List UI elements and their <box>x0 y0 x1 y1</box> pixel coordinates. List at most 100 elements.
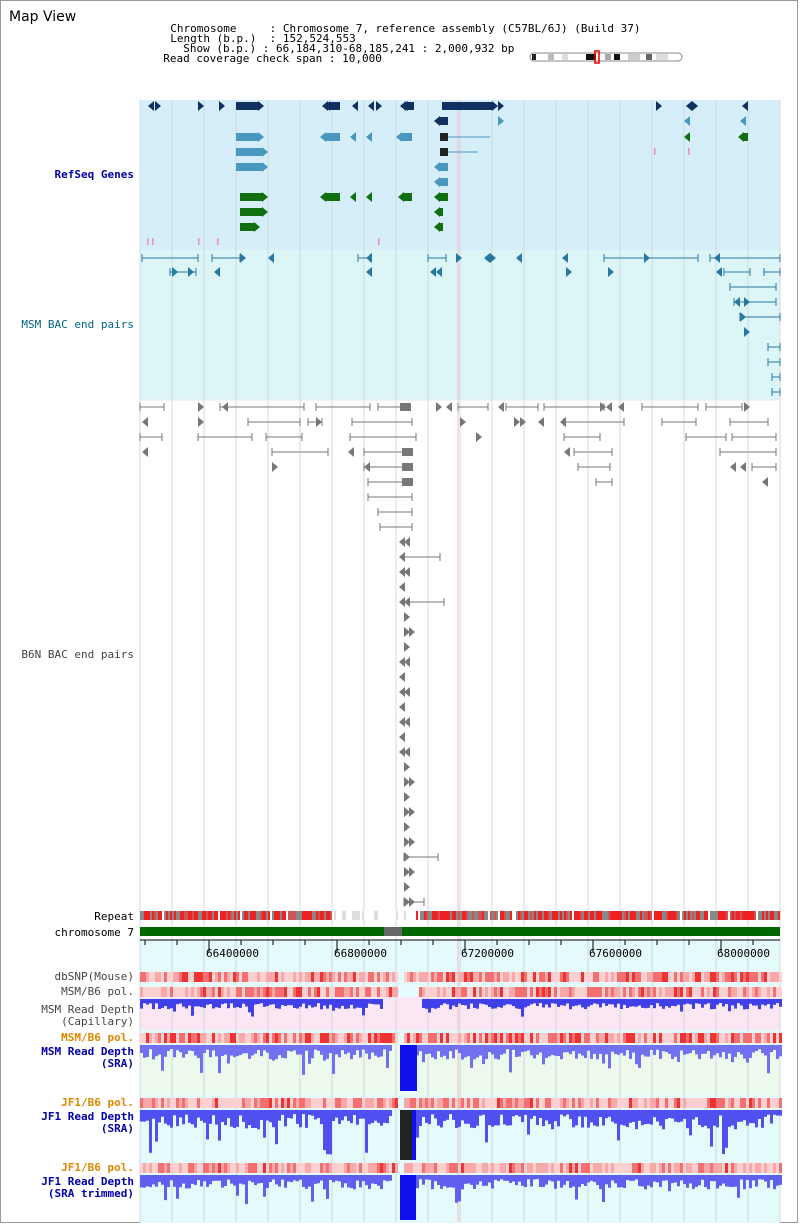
msm-sra-depth-bar <box>221 1045 224 1056</box>
dbsnp-strip <box>392 972 395 982</box>
b6n-bac-end <box>404 762 410 772</box>
msm-b6-pol-strip <box>611 987 614 997</box>
jf1-sra-trim-depth-bar <box>761 1175 764 1180</box>
msm-capillary-depth-bar <box>323 999 326 1006</box>
msm-b6-pol-strip <box>248 1033 251 1043</box>
b6n-bac-end <box>399 657 405 667</box>
msm-b6-pol-strip <box>173 987 176 997</box>
jf1-sra-trim-depth-bar <box>734 1175 737 1187</box>
jf1-sra-depth-bar <box>197 1110 200 1118</box>
msm-b6-pol-strip <box>719 987 722 997</box>
dbsnp-strip <box>548 972 551 982</box>
dbsnp-strip <box>563 972 566 982</box>
msm-sra-depth-bar <box>227 1045 230 1064</box>
b6n-bac-end <box>399 567 405 577</box>
msm-b6-pol-strip <box>770 1033 773 1043</box>
repeat-segment <box>718 911 720 920</box>
dbsnp-strip <box>230 972 233 982</box>
refseq-gene <box>498 101 504 111</box>
dbsnp-strip <box>650 972 653 982</box>
msm-capillary-depth-bar <box>605 999 608 1006</box>
jf1-sra-trim-depth-bar <box>242 1175 245 1185</box>
jf1-b6-pol-strip <box>392 1098 395 1108</box>
msm-capillary-depth-bar <box>704 999 707 1005</box>
msm-capillary-depth-bar <box>194 999 197 1007</box>
jf1-b6-pol-strip <box>653 1163 656 1173</box>
jf1-sra-depth-bar <box>338 1110 341 1124</box>
jf1-sra-trim-depth-bar <box>239 1175 242 1184</box>
jf1-sra-depth-bar <box>278 1110 281 1121</box>
jf1-b6-pol-strip <box>647 1098 650 1108</box>
jf1-b6-pol-strip <box>314 1098 317 1108</box>
jf1-sra-depth-bar <box>590 1110 593 1123</box>
msm-b6-pol-strip <box>488 1033 491 1043</box>
track-label-b6n-bac[interactable]: B6N BAC end pairs <box>21 648 134 661</box>
msm-sra-depth-bar <box>632 1045 635 1053</box>
jf1-sra-depth-bar <box>674 1110 677 1122</box>
msm-capillary-depth-bar <box>425 999 428 1009</box>
msm-b6-pol-strip <box>491 1033 494 1043</box>
jf1-b6-pol-strip <box>452 1098 455 1108</box>
jf1-sra-trim-depth-bar <box>569 1175 572 1188</box>
msm-sra-depth-bar <box>380 1045 383 1057</box>
jf1-sra-depth-bar <box>644 1110 647 1125</box>
jf1-sra-trim-depth-bar <box>602 1175 605 1203</box>
repeat-segment <box>466 911 468 920</box>
repeat-segment <box>678 911 680 920</box>
jf1-sra-depth-bar <box>224 1110 227 1126</box>
dbsnp-strip <box>614 972 617 982</box>
jf1-b6-pol-strip <box>431 1163 434 1173</box>
repeat-segment <box>232 911 234 920</box>
repeat-segment <box>608 911 610 920</box>
msm-capillary-depth-bar <box>221 999 224 1005</box>
msm-b6-pol-strip <box>323 987 326 997</box>
msm-b6-pol-strip <box>221 1033 224 1043</box>
refseq-gene <box>684 116 690 126</box>
dbsnp-strip <box>542 972 545 982</box>
repeat-segment <box>366 911 368 920</box>
jf1-b6-pol-strip <box>659 1163 662 1173</box>
ideogram-band <box>532 54 536 60</box>
track-label-refseq[interactable]: RefSeq Genes <box>54 168 134 181</box>
b6n-bac-end <box>446 402 452 412</box>
jf1-b6-pol-strip <box>422 1098 425 1108</box>
dbsnp-strip <box>338 972 341 982</box>
jf1-b6-pol-strip <box>311 1163 314 1173</box>
jf1-sra-depth-bar <box>473 1110 476 1129</box>
b6n-bac-block <box>402 478 413 486</box>
msm-b6-pol-strip <box>302 1033 305 1043</box>
dbsnp-strip <box>362 972 365 982</box>
jf1-b6-pol-strip <box>659 1098 662 1108</box>
msm-b6-pol-strip <box>332 987 335 997</box>
msm-b6-pol-strip <box>731 987 734 997</box>
msm-capillary-depth-bar <box>497 999 500 1007</box>
track-label-msm-bac[interactable]: MSM BAC end pairs <box>21 318 134 331</box>
jf1-b6-pol-strip <box>176 1163 179 1173</box>
repeat-segment <box>326 911 328 920</box>
jf1-b6-pol-strip <box>638 1098 641 1108</box>
jf1-b6-pol-strip <box>410 1098 413 1108</box>
msm-b6-pol-strip <box>743 987 746 997</box>
jf1-sra-trim-depth-bar <box>713 1175 716 1182</box>
repeat-segment <box>414 911 416 920</box>
jf1-sra-depth-bar <box>737 1110 740 1122</box>
jf1-sra-trim-depth-bar <box>629 1175 632 1181</box>
refseq-gene <box>404 193 412 201</box>
msm-sra-depth-bar <box>143 1045 146 1058</box>
jf1-sra-depth-bar <box>779 1110 782 1116</box>
jf1-b6-pol-strip <box>596 1163 599 1173</box>
msm-sra-depth-bar <box>509 1045 512 1073</box>
jf1-b6-pol-strip <box>527 1163 530 1173</box>
jf1-b6-pol-strip <box>164 1098 167 1108</box>
repeat-segment <box>156 911 158 920</box>
jf1-b6-pol-strip <box>413 1163 416 1173</box>
msm-sra-depth-bar <box>734 1045 737 1058</box>
jf1-b6-pol-strip <box>491 1163 494 1173</box>
jf1-sra-trim-depth-bar <box>710 1175 713 1182</box>
dbsnp-strip <box>461 972 464 982</box>
jf1-sra-trim-depth-bar <box>572 1175 575 1187</box>
dbsnp-strip <box>536 972 539 982</box>
jf1-sra-trim-depth-bar <box>731 1175 734 1187</box>
jf1-b6-pol-strip <box>473 1163 476 1173</box>
